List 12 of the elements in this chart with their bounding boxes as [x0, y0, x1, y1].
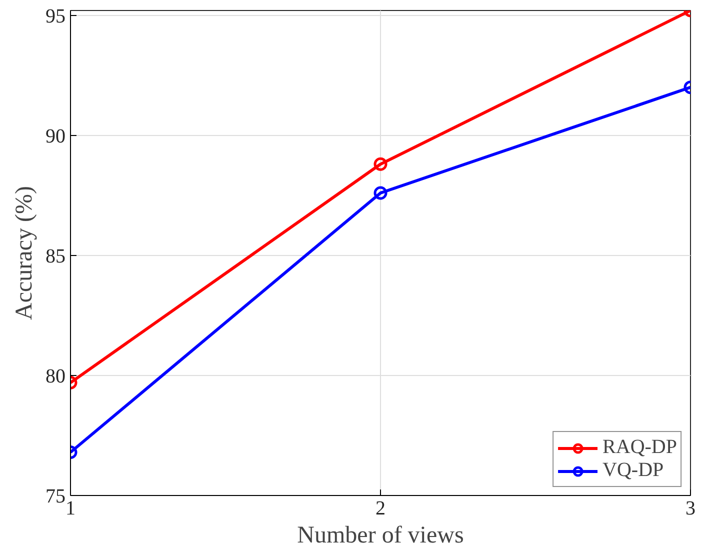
y-tick-label: 90 — [46, 125, 66, 148]
y-tick-label: 85 — [46, 245, 66, 268]
y-tick-label: 80 — [46, 365, 66, 388]
y-tick-label: 75 — [46, 486, 66, 508]
x-axis-title: Number of views — [297, 522, 464, 548]
y-axis-title: Accuracy (%) — [12, 186, 38, 320]
x-tick-label: 3 — [686, 498, 696, 520]
x-tick-label: 1 — [66, 498, 76, 520]
legend-label: RAQ-DP — [602, 436, 677, 459]
x-tick-label: 2 — [376, 498, 386, 520]
legend-label: VQ-DP — [602, 459, 664, 482]
y-tick-label: 95 — [46, 5, 66, 28]
